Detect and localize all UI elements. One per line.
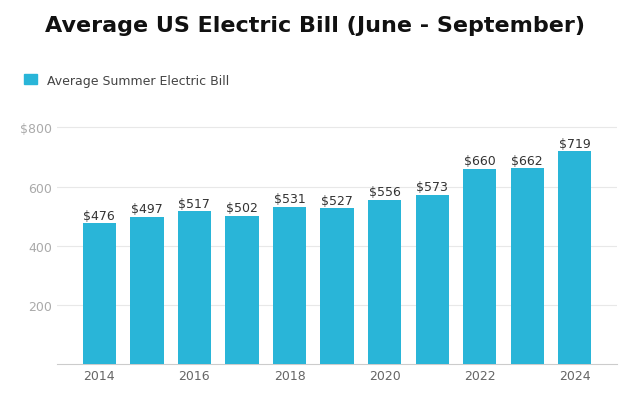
Bar xyxy=(225,216,259,364)
Bar xyxy=(415,195,449,364)
Text: $556: $556 xyxy=(369,185,401,198)
Text: $531: $531 xyxy=(273,193,305,206)
Bar xyxy=(130,217,163,364)
Text: $719: $719 xyxy=(559,137,591,150)
Bar xyxy=(368,200,401,364)
Legend: Average Summer Electric Bill: Average Summer Electric Bill xyxy=(24,75,229,87)
Text: $660: $660 xyxy=(464,155,495,168)
Text: $527: $527 xyxy=(321,194,353,207)
Bar xyxy=(178,212,211,364)
Text: $662: $662 xyxy=(511,154,543,167)
Text: Average US Electric Bill (June - September): Average US Electric Bill (June - Septemb… xyxy=(45,16,584,36)
Text: $502: $502 xyxy=(226,201,258,214)
Text: $517: $517 xyxy=(179,197,211,210)
Bar xyxy=(511,169,544,364)
Bar xyxy=(321,209,354,364)
Bar xyxy=(463,170,496,364)
Text: $497: $497 xyxy=(131,203,163,216)
Bar xyxy=(273,208,306,364)
Text: $476: $476 xyxy=(83,209,115,222)
Bar xyxy=(83,224,116,364)
Bar xyxy=(558,152,591,364)
Text: $573: $573 xyxy=(416,181,448,194)
